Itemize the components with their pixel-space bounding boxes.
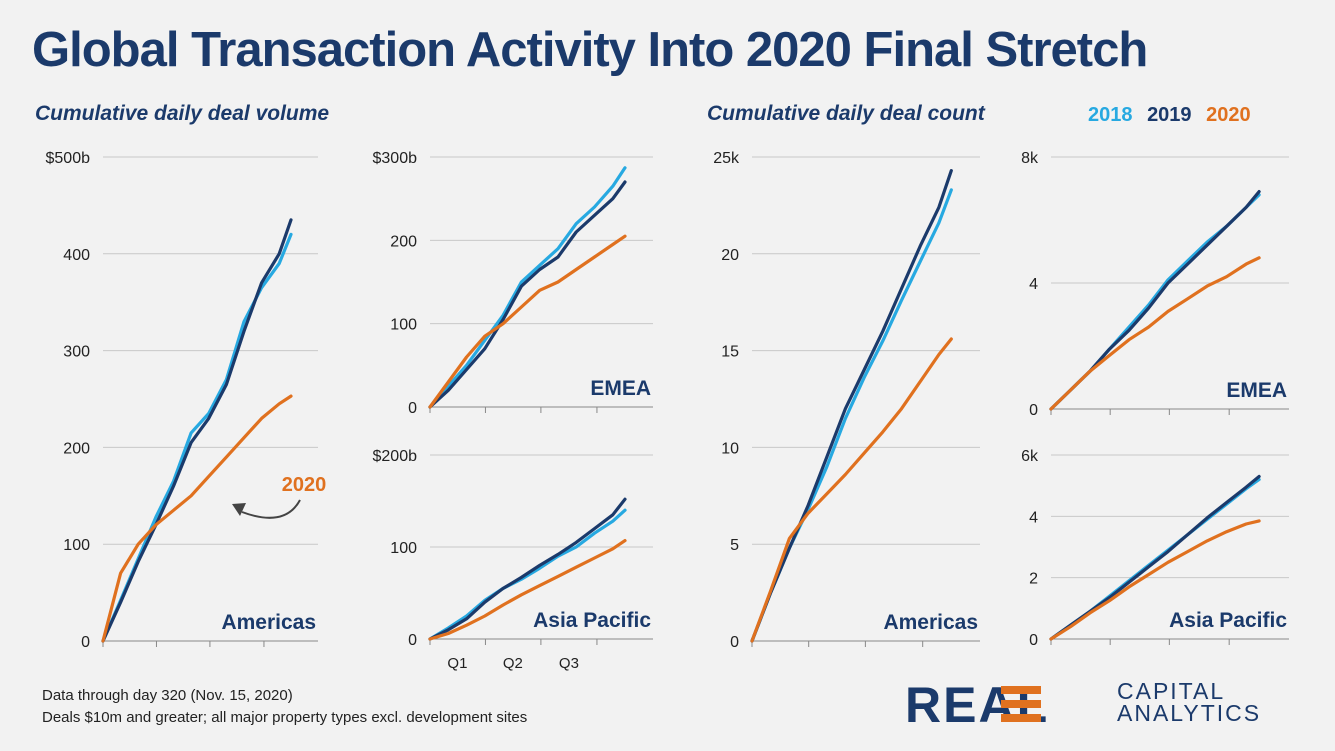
- series-line-2020: [428, 538, 627, 641]
- region-label: Americas: [221, 611, 316, 634]
- legend-2019: 2019: [1147, 104, 1192, 126]
- region-label: Asia Pacific: [533, 609, 651, 632]
- subtitle-deal-count: Cumulative daily deal count: [707, 102, 985, 125]
- footnote: Data through day 320 (Nov. 15, 2020) Dea…: [42, 685, 527, 729]
- y-tick-label: 6k: [1021, 448, 1039, 465]
- series-line-2020: [750, 337, 953, 643]
- chart-count-emea: 8k 4 0 EMEA: [1021, 150, 1289, 419]
- logo-line-analytics: ANALYTICS: [1117, 700, 1262, 726]
- y-tick-label: 0: [408, 632, 417, 649]
- x-tick-label: Q2: [503, 655, 523, 672]
- y-tick-label: 100: [63, 537, 90, 554]
- y-tick-label: 0: [81, 634, 90, 651]
- region-label: Americas: [883, 611, 978, 634]
- y-tick-label: 25k: [713, 150, 740, 167]
- page-title: Global Transaction Activity Into 2020 Fi…: [32, 23, 1148, 77]
- y-tick-label: 200: [390, 233, 417, 250]
- chart-volume-emea: $300b 200 100 0 EMEA: [373, 150, 653, 417]
- series-line-2020: [1049, 519, 1261, 641]
- y-tick-label: 100: [390, 540, 417, 557]
- series-line-2019: [1049, 190, 1261, 411]
- footnote-data-through: Data through day 320 (Nov. 15, 2020): [42, 687, 293, 704]
- y-tick-label: 100: [390, 317, 417, 334]
- y-tick-label: 15: [721, 344, 739, 361]
- y-tick-label: 4: [1029, 509, 1038, 526]
- y-tick-label: 0: [1029, 402, 1038, 419]
- x-tick-label: Q1: [447, 655, 467, 672]
- annotation-arrow-head: [232, 503, 246, 516]
- footnote-deal-criteria: Deals $10m and greater; all major proper…: [42, 709, 528, 726]
- chart-count-americas: 25k 20 15 10 5 0 Americas: [713, 150, 980, 651]
- series-line-2019: [101, 218, 293, 643]
- y-tick-label: 0: [730, 634, 739, 651]
- series-line-2020: [428, 234, 627, 409]
- chart-count-asia-pacific: 6k 4 2 0 Asia Pacific: [1021, 448, 1289, 649]
- y-tick-label: $200b: [373, 448, 418, 465]
- y-tick-label: 20: [721, 247, 739, 264]
- series-line-2018: [428, 166, 627, 409]
- series-line-2019: [750, 169, 953, 643]
- logo-line-capital: CAPITAL: [1117, 678, 1226, 704]
- legend-2018: 2018: [1088, 104, 1133, 126]
- region-label: EMEA: [1226, 379, 1287, 402]
- legend: 2018 2019 2020: [1088, 104, 1260, 127]
- region-label: EMEA: [590, 377, 651, 400]
- series-line-2019: [428, 180, 627, 409]
- real-capital-analytics-logo: REAL CAPITAL ANALYTICS: [905, 677, 1305, 733]
- region-label: Asia Pacific: [1169, 609, 1287, 632]
- y-tick-label: 2: [1029, 571, 1038, 588]
- y-tick-label: 8k: [1021, 150, 1039, 167]
- subtitle-deal-volume: Cumulative daily deal volume: [35, 102, 330, 125]
- series-line-2018: [428, 508, 627, 641]
- y-tick-label: 4: [1029, 276, 1038, 293]
- y-tick-label: 300: [63, 344, 90, 361]
- y-tick-label: $300b: [373, 150, 418, 167]
- annotation-arrow: [241, 499, 301, 519]
- annotation-2020-label: 2020: [282, 474, 327, 496]
- y-tick-label: 5: [730, 537, 739, 554]
- logo-bars-icon: [1001, 686, 1041, 722]
- x-tick-label: Q3: [559, 655, 579, 672]
- series-line-2018: [750, 188, 953, 643]
- logo-text: CAPITAL ANALYTICS: [1117, 678, 1262, 726]
- series-line-2020: [1049, 256, 1261, 411]
- legend-2020: 2020: [1206, 104, 1251, 126]
- series-line-2019: [428, 497, 627, 641]
- series-line-2020: [101, 394, 293, 643]
- chart-volume-asia-pacific: $200b 100 0 Q1 Q2 Q3 Asia Pacific: [373, 448, 653, 672]
- y-tick-label: 200: [63, 440, 90, 457]
- chart-volume-americas: $500b 400 300 200 100 0 Americas 2020: [46, 150, 327, 651]
- y-tick-label: 10: [721, 440, 739, 457]
- y-tick-label: 400: [63, 247, 90, 264]
- y-tick-label: $500b: [46, 150, 91, 167]
- y-tick-label: 0: [408, 400, 417, 417]
- y-tick-label: 0: [1029, 632, 1038, 649]
